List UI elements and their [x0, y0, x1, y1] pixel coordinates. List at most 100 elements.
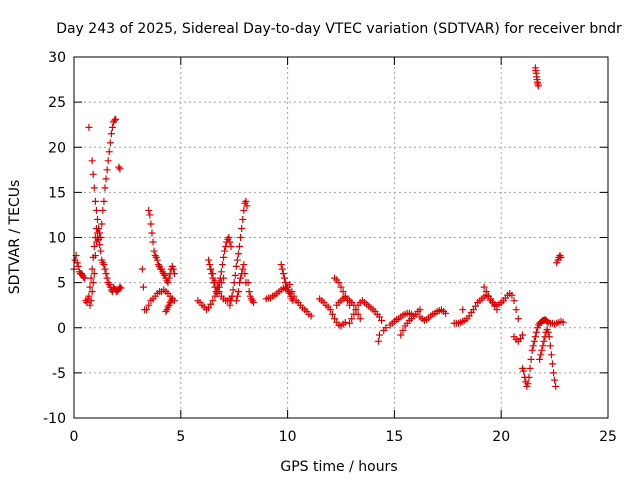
y-tick-label: -5 — [52, 366, 66, 382]
data-point — [237, 234, 245, 241]
x-tick-labels: 0 5 10 15 20 25 — [70, 429, 617, 445]
data-point — [547, 351, 555, 359]
data-point — [231, 271, 239, 279]
data-point — [538, 346, 546, 354]
data-point — [374, 337, 382, 345]
data-point — [215, 288, 223, 296]
data-point — [213, 283, 221, 291]
data-point — [459, 306, 467, 314]
data-point — [206, 261, 214, 269]
data-point — [240, 261, 248, 269]
data-point — [87, 297, 95, 305]
data-point — [93, 215, 101, 223]
data-point — [116, 165, 124, 173]
x-tick-label: 20 — [492, 429, 510, 445]
y-tick-label: 15 — [48, 185, 66, 201]
data-point — [209, 297, 217, 305]
data-point — [277, 261, 285, 269]
data-point — [96, 229, 104, 237]
data-point — [339, 288, 347, 296]
data-point — [528, 346, 536, 354]
data-point — [165, 274, 173, 282]
data-point — [147, 220, 155, 228]
data-point — [148, 229, 156, 237]
data-point — [382, 324, 390, 332]
x-tick-label: 15 — [385, 429, 403, 445]
data-point — [80, 273, 88, 281]
data-point — [89, 279, 97, 287]
data-point — [106, 139, 114, 147]
data-point — [98, 220, 106, 228]
data-point — [232, 297, 240, 305]
data-point — [103, 166, 111, 174]
data-point — [217, 268, 225, 276]
data-point — [350, 310, 358, 318]
data-point — [89, 170, 97, 178]
data-point — [88, 288, 96, 296]
data-point — [81, 274, 89, 282]
data-point — [138, 265, 146, 273]
data-point — [153, 256, 161, 264]
data-point — [551, 376, 559, 384]
data-point — [559, 318, 567, 326]
data-point — [207, 300, 215, 308]
data-point — [536, 355, 544, 363]
data-point — [239, 215, 247, 223]
data-point — [519, 331, 527, 339]
data-point — [216, 274, 224, 282]
data-point — [524, 380, 532, 388]
data-point — [544, 328, 552, 336]
data-point — [469, 306, 477, 314]
data-point — [102, 175, 110, 183]
data-point — [552, 382, 560, 390]
plot-frame — [73, 56, 609, 419]
data-point — [280, 274, 288, 282]
data-point — [91, 197, 99, 205]
data-point — [399, 326, 407, 334]
data-point — [512, 306, 520, 314]
data-point — [307, 312, 315, 320]
data-point — [215, 279, 223, 287]
data-point — [101, 184, 109, 192]
data-point — [530, 337, 538, 345]
data-point — [226, 301, 234, 309]
data-point — [335, 279, 343, 287]
data-point — [164, 279, 172, 287]
data-point — [220, 253, 228, 261]
data-point — [103, 274, 111, 282]
data-point — [520, 367, 528, 375]
data-point — [85, 292, 93, 300]
data-point — [170, 270, 178, 278]
data-point — [90, 270, 98, 278]
data-point — [150, 247, 158, 255]
data-point — [86, 283, 94, 291]
data-point — [326, 306, 334, 314]
data-point — [139, 283, 147, 291]
data-point — [149, 238, 157, 246]
data-point — [234, 250, 242, 258]
data-point — [117, 284, 125, 292]
data-point — [205, 256, 213, 264]
data-point — [104, 157, 112, 165]
data-point — [169, 265, 177, 273]
data-point — [207, 265, 215, 273]
data-point — [526, 364, 534, 372]
x-tick-label: 25 — [599, 429, 617, 445]
data-point — [480, 283, 488, 291]
data-point — [281, 279, 289, 287]
data-point — [232, 262, 240, 270]
data-point — [243, 202, 251, 210]
data-point — [241, 270, 249, 278]
data-point — [227, 243, 235, 251]
data-point — [508, 291, 516, 299]
data-point — [375, 331, 383, 339]
data-point — [242, 279, 250, 287]
data-point — [92, 206, 100, 214]
y-tick-label: 0 — [57, 321, 66, 337]
data-point — [346, 319, 354, 327]
data-point — [245, 288, 253, 296]
data-point — [218, 261, 226, 269]
data-point — [116, 283, 124, 291]
data-point — [331, 315, 339, 323]
